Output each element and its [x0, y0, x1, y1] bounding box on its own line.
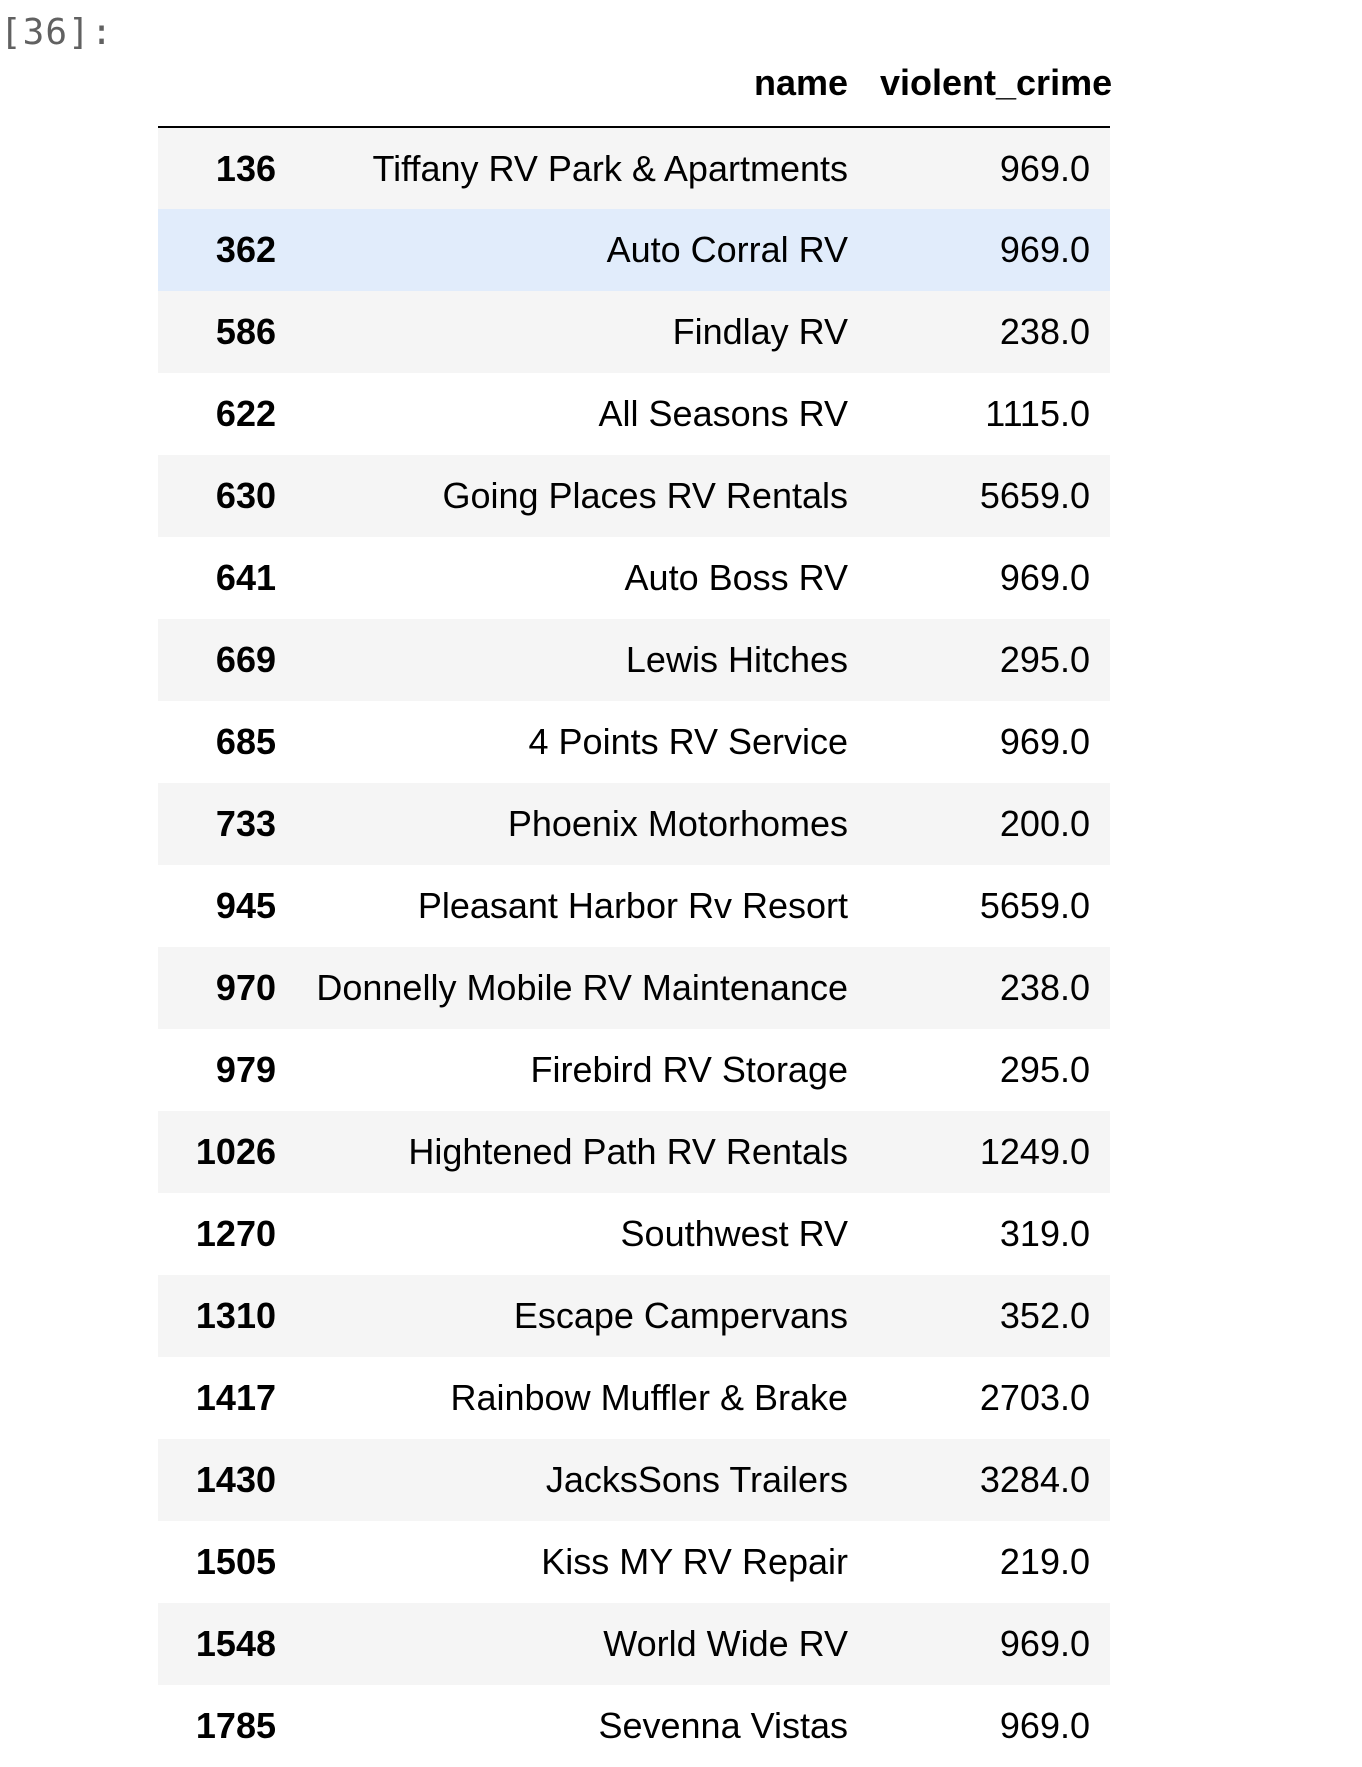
table-row: 1026 Hightened Path RV Rentals 1249.0	[158, 1111, 1110, 1193]
row-index: 669	[215, 639, 276, 680]
cell-name: World Wide RV	[603, 1623, 848, 1664]
row-index: 362	[215, 229, 276, 270]
cell-output: name violent_crime 136 Tiffany RV Park & …	[158, 40, 1112, 1767]
cell-violent-crime: 969.0	[999, 1705, 1090, 1746]
cell-name: Sevenna Vistas	[598, 1705, 848, 1746]
cell-violent-crime: 295.0	[999, 1049, 1090, 1090]
table-row: 1417 Rainbow Muffler & Brake 2703.0	[158, 1357, 1110, 1439]
row-index: 1270	[195, 1213, 276, 1254]
cell-name: Auto Boss RV	[624, 557, 848, 598]
row-index: 1026	[195, 1131, 276, 1172]
cell-violent-crime: 5659.0	[979, 475, 1090, 516]
row-index: 970	[215, 967, 276, 1008]
cell-name: Findlay RV	[672, 311, 848, 352]
cell-name: Lewis Hitches	[625, 639, 848, 680]
table-row: 1270 Southwest RV 319.0	[158, 1193, 1110, 1275]
row-index: 630	[215, 475, 276, 516]
row-index: 945	[215, 885, 276, 926]
table-row: 945 Pleasant Harbor Rv Resort 5659.0	[158, 865, 1110, 947]
cell-violent-crime: 969.0	[999, 229, 1090, 270]
table-row: 1310 Escape Campervans 352.0	[158, 1275, 1110, 1357]
table-row: 136 Tiffany RV Park & Apartments 969.0	[158, 127, 1110, 209]
table-row: 362 Auto Corral RV 969.0	[158, 209, 1110, 291]
cell-name: 4 Points RV Service	[528, 721, 848, 762]
table-row: 979 Firebird RV Storage 295.0	[158, 1029, 1110, 1111]
cell-violent-crime: 969.0	[999, 721, 1090, 762]
row-index: 733	[215, 803, 276, 844]
table-row: 685 4 Points RV Service 969.0	[158, 701, 1110, 783]
cell-violent-crime: 3284.0	[979, 1459, 1090, 1500]
cell-name: JacksSons Trailers	[545, 1459, 848, 1500]
table-row: 669 Lewis Hitches 295.0	[158, 619, 1110, 701]
cell-violent-crime: 1115.0	[985, 393, 1090, 434]
cell-violent-crime: 238.0	[999, 967, 1090, 1008]
cell-name: Tiffany RV Park & Apartments	[372, 147, 848, 189]
index-header	[158, 40, 288, 128]
cell-name: Phoenix Motorhomes	[507, 803, 848, 844]
dataframe-table: name violent_crime 136 Tiffany RV Park & …	[158, 40, 1112, 1767]
cell-name: Donnelly Mobile RV Maintenance	[316, 967, 848, 1008]
table-row: 1430 JacksSons Trailers 3284.0	[158, 1439, 1110, 1521]
row-index: 641	[215, 557, 276, 598]
cell-violent-crime: 969.0	[999, 147, 1090, 189]
cell-name: Going Places RV Rentals	[442, 475, 848, 516]
cell-violent-crime: 2703.0	[979, 1377, 1090, 1418]
cell-name: Auto Corral RV	[606, 229, 848, 270]
cell-name: Hightened Path RV Rentals	[408, 1131, 848, 1172]
cell-violent-crime: 295.0	[999, 639, 1090, 680]
row-index: 979	[215, 1049, 276, 1090]
cell-violent-crime: 219.0	[999, 1541, 1090, 1582]
row-index: 586	[215, 311, 276, 352]
row-index: 1505	[195, 1541, 276, 1582]
cell-violent-crime: 969.0	[999, 557, 1090, 598]
header-row: name violent_crime	[158, 40, 1112, 128]
table-row: 641 Auto Boss RV 969.0	[158, 537, 1110, 619]
row-index: 1785	[195, 1705, 276, 1746]
row-index: 1548	[195, 1623, 276, 1664]
table-body: 136 Tiffany RV Park & Apartments 969.0 362 A…	[158, 127, 1110, 1767]
table-row: 1785 Sevenna Vistas 969.0	[158, 1685, 1110, 1767]
cell-violent-crime: 969.0	[999, 1623, 1090, 1664]
row-index: 1417	[195, 1377, 276, 1418]
cell-violent-crime: 319.0	[999, 1213, 1090, 1254]
cell-violent-crime: 238.0	[999, 311, 1090, 352]
cell-violent-crime: 5659.0	[979, 885, 1090, 926]
cell-name: Kiss MY RV Repair	[541, 1541, 848, 1582]
cell-violent-crime: 1249.0	[979, 1131, 1090, 1172]
cell-name: Pleasant Harbor Rv Resort	[417, 885, 848, 926]
cell-name: Southwest RV	[620, 1213, 848, 1254]
row-index: 622	[215, 393, 276, 434]
table-row: 622 All Seasons RV 1115.0	[158, 373, 1110, 455]
table-row: 1548 World Wide RV 969.0	[158, 1603, 1110, 1685]
cell-violent-crime: 352.0	[999, 1295, 1090, 1336]
column-header-name: name	[288, 40, 868, 128]
row-index: 136	[215, 147, 276, 189]
output-prompt: [36]:	[0, 12, 114, 53]
row-index: 685	[215, 721, 276, 762]
table-row: 586 Findlay RV 238.0	[158, 291, 1110, 373]
cell-violent-crime: 200.0	[999, 803, 1090, 844]
row-index: 1310	[195, 1295, 276, 1336]
table-row: 630 Going Places RV Rentals 5659.0	[158, 455, 1110, 537]
table-row: 970 Donnelly Mobile RV Maintenance 238.0	[158, 947, 1110, 1029]
cell-name: All Seasons RV	[598, 393, 848, 434]
row-index: 1430	[195, 1459, 276, 1500]
cell-name: Rainbow Muffler & Brake	[450, 1377, 848, 1418]
column-header-violent-crime: violent_crime	[868, 40, 1112, 128]
table-row: 733 Phoenix Motorhomes 200.0	[158, 783, 1110, 865]
table-row: 1505 Kiss MY RV Repair 219.0	[158, 1521, 1110, 1603]
cell-name: Firebird RV Storage	[530, 1049, 848, 1090]
cell-name: Escape Campervans	[513, 1295, 848, 1336]
